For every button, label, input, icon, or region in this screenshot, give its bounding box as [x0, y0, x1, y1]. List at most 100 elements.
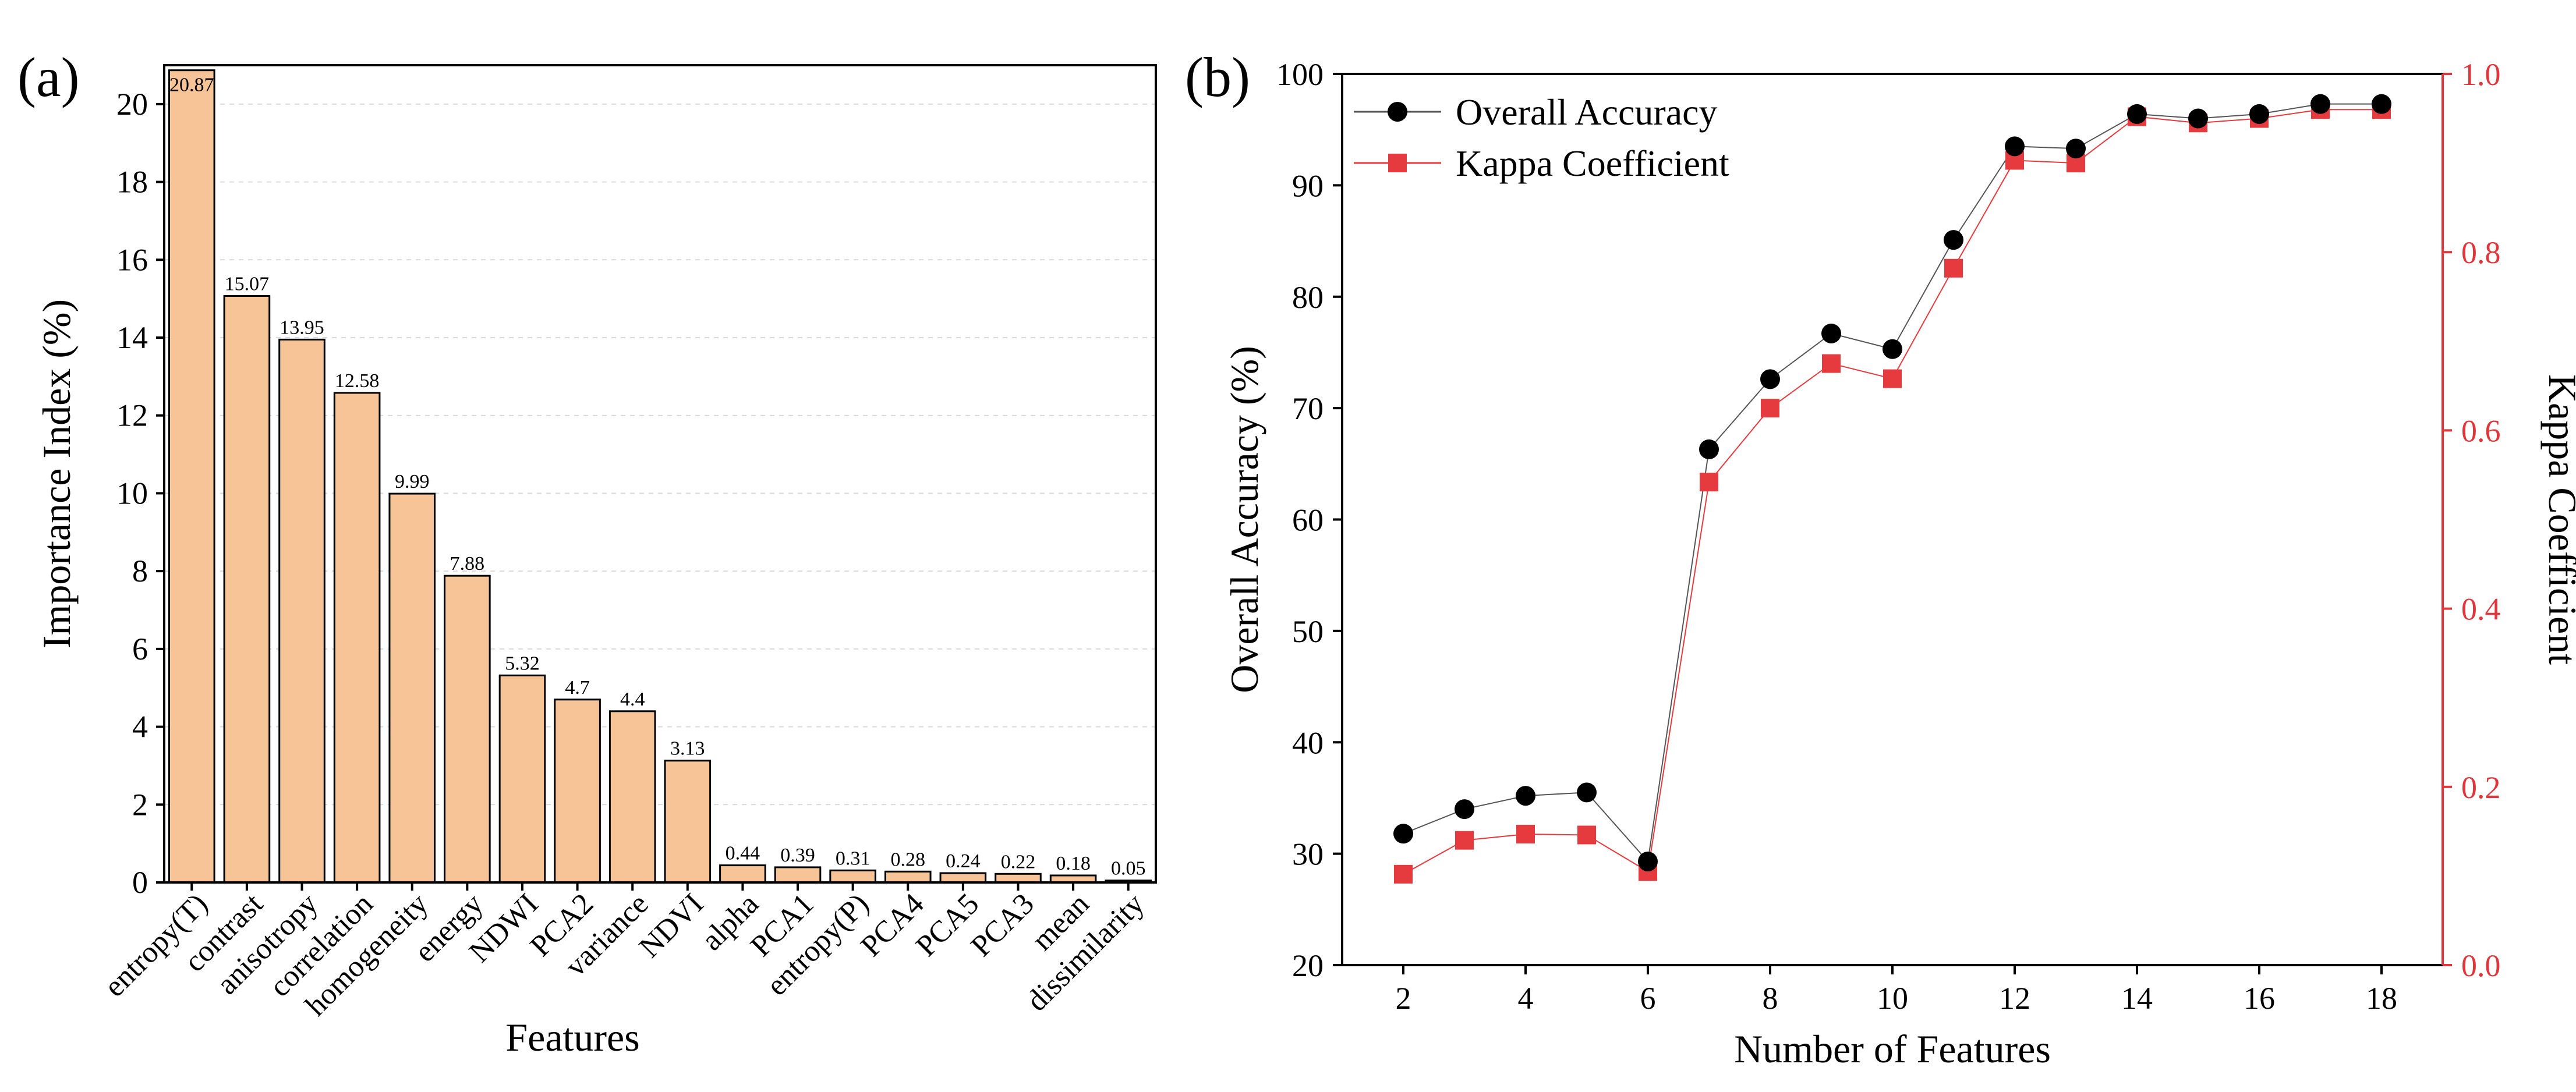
y-tick-label: 0: [132, 865, 148, 900]
oa-point: [1516, 786, 1535, 806]
y-tick-label: 2: [132, 787, 148, 822]
right-y-tick-label: 1.0: [2461, 57, 2501, 92]
x-category-label: PCA5: [910, 887, 985, 963]
left-y-tick-label: 40: [1292, 725, 1324, 760]
kappa-point: [1394, 864, 1413, 884]
legend-oa-label: Overall Accuracy: [1456, 91, 1718, 133]
panel-b-x-axis-title: Number of Features: [1734, 1027, 2051, 1071]
bar-value-label: 0.22: [1001, 851, 1036, 873]
bar-value-label: 0.31: [836, 848, 871, 869]
legend-oa-marker: [1388, 102, 1407, 122]
panel-a-bar-chart: (a) 20.87 15.07 13.95 12.58 9.99 7.88 5.32 4.7 4…: [17, 46, 1157, 1059]
bar: [444, 575, 491, 884]
kappa-point: [1455, 831, 1474, 850]
bar-value-label: 20.87: [169, 75, 214, 96]
bar-value-label: 13.95: [279, 317, 324, 338]
bar: [995, 873, 1042, 884]
bar-value-label: 0.39: [780, 845, 815, 866]
bar: [388, 492, 436, 884]
bar-value-label: 3.13: [670, 738, 705, 760]
bar-value-label: 7.88: [450, 553, 485, 575]
bar-value-label: 0.44: [726, 843, 760, 864]
bar-value-label: 0.05: [1111, 858, 1146, 880]
oa-point: [2005, 136, 2025, 157]
bar-value-label: 9.99: [395, 471, 430, 492]
panel-b-plot-frame: [1341, 73, 2444, 966]
left-y-tick-label: 100: [1276, 57, 1324, 92]
bar: [278, 338, 325, 884]
oa-point: [1699, 439, 1719, 459]
panel-b-label: (b): [1185, 46, 1250, 108]
y-tick-label: 10: [116, 476, 148, 510]
bar: [608, 710, 656, 884]
left-y-tick-label: 50: [1292, 614, 1324, 649]
kappa-series-line: [1403, 109, 2382, 875]
panel-b-line-chart: (b) 20 30 40 50 60 70 80 90 100 0.0 0.2 0.4 0.6 0.8 1…: [1185, 46, 2576, 1071]
x-tick-label: 4: [1518, 981, 1534, 1016]
x-tick-label: 12: [1999, 981, 2030, 1016]
x-category-label: NDVI: [633, 887, 710, 964]
bar-value-label: 4.7: [565, 677, 590, 699]
kappa-point: [1883, 369, 1902, 388]
bar: [498, 674, 546, 884]
oa-point: [2066, 139, 2086, 159]
bar: [223, 295, 271, 884]
panel-b-right-y-axis-title: Kappa Coefficient: [2540, 374, 2576, 665]
y-tick-label: 12: [116, 398, 148, 433]
bar: [664, 760, 712, 884]
oa-point: [1883, 339, 1902, 359]
panel-a-plot-frame: [163, 64, 1157, 884]
y-tick-label: 14: [116, 320, 148, 355]
bar-value-label: 4.4: [620, 689, 645, 710]
oa-point: [2310, 94, 2330, 114]
x-tick-label: 2: [1396, 981, 1411, 1016]
oa-point: [1455, 799, 1474, 820]
kappa-point: [1944, 258, 1963, 278]
oa-point: [1577, 782, 1597, 803]
panel-a-y-ticks: 0 2 4 6 8 10 12 14 16 18 20: [116, 87, 164, 900]
y-tick-label: 16: [116, 242, 148, 277]
left-y-tick-label: 90: [1292, 168, 1324, 203]
bar: [554, 699, 601, 884]
right-y-tick-label: 0.4: [2461, 592, 2501, 627]
x-tick-label: 14: [2121, 981, 2153, 1016]
oa-point: [2188, 108, 2208, 129]
left-y-tick-label: 80: [1292, 280, 1324, 315]
bar: [719, 864, 766, 884]
x-category-label: PCA4: [855, 887, 930, 963]
panel-a-bar-value-labels: 20.87 15.07 13.95 12.58 9.99 7.88 5.32 4.7 4.4 3.…: [169, 75, 1145, 880]
panel-a-y-axis-title: Importance Index (%): [34, 299, 79, 648]
y-tick-label: 6: [132, 632, 148, 666]
panel-b-left-y-axis-title: Overall Accuracy (%): [1222, 346, 1266, 693]
left-y-tick-label: 60: [1292, 503, 1324, 538]
bar: [884, 870, 932, 884]
panel-b-x-ticks: 2 4 6 8 10 12 14 16 18: [1396, 965, 2397, 1016]
panel-b-series-markers: [1393, 94, 2391, 884]
right-y-tick-label: 0.0: [2461, 948, 2501, 983]
y-tick-label: 4: [132, 710, 148, 744]
kappa-point: [1822, 354, 1841, 373]
bar: [939, 872, 987, 884]
bar-value-label: 12.58: [335, 370, 380, 392]
oa-point: [1760, 369, 1780, 389]
bar-value-label: 0.28: [891, 849, 926, 870]
panel-a-bars: [168, 69, 1152, 884]
y-tick-label: 8: [132, 554, 148, 588]
left-y-tick-label: 30: [1292, 837, 1324, 872]
x-tick-label: 18: [2366, 981, 2397, 1016]
y-tick-label: 20: [116, 87, 148, 122]
oa-point: [2127, 104, 2147, 124]
right-y-tick-label: 0.6: [2461, 413, 2501, 448]
oa-point: [2372, 94, 2391, 114]
kappa-point: [1577, 825, 1596, 845]
oa-point: [1638, 852, 1658, 872]
bar-value-label: 0.24: [946, 850, 981, 872]
bar: [829, 869, 876, 884]
bar-value-label: 0.18: [1056, 853, 1091, 874]
panel-b-legend: Overall Accuracy Kappa Coefficient: [1354, 91, 1729, 184]
x-tick-label: 8: [1763, 981, 1778, 1016]
panel-b-series-lines: [1403, 103, 2382, 875]
panel-a-x-tick-labels: entropy(T)contrastanisotropycorrelationh…: [98, 882, 1151, 1022]
panel-a-label: (a): [17, 46, 80, 108]
